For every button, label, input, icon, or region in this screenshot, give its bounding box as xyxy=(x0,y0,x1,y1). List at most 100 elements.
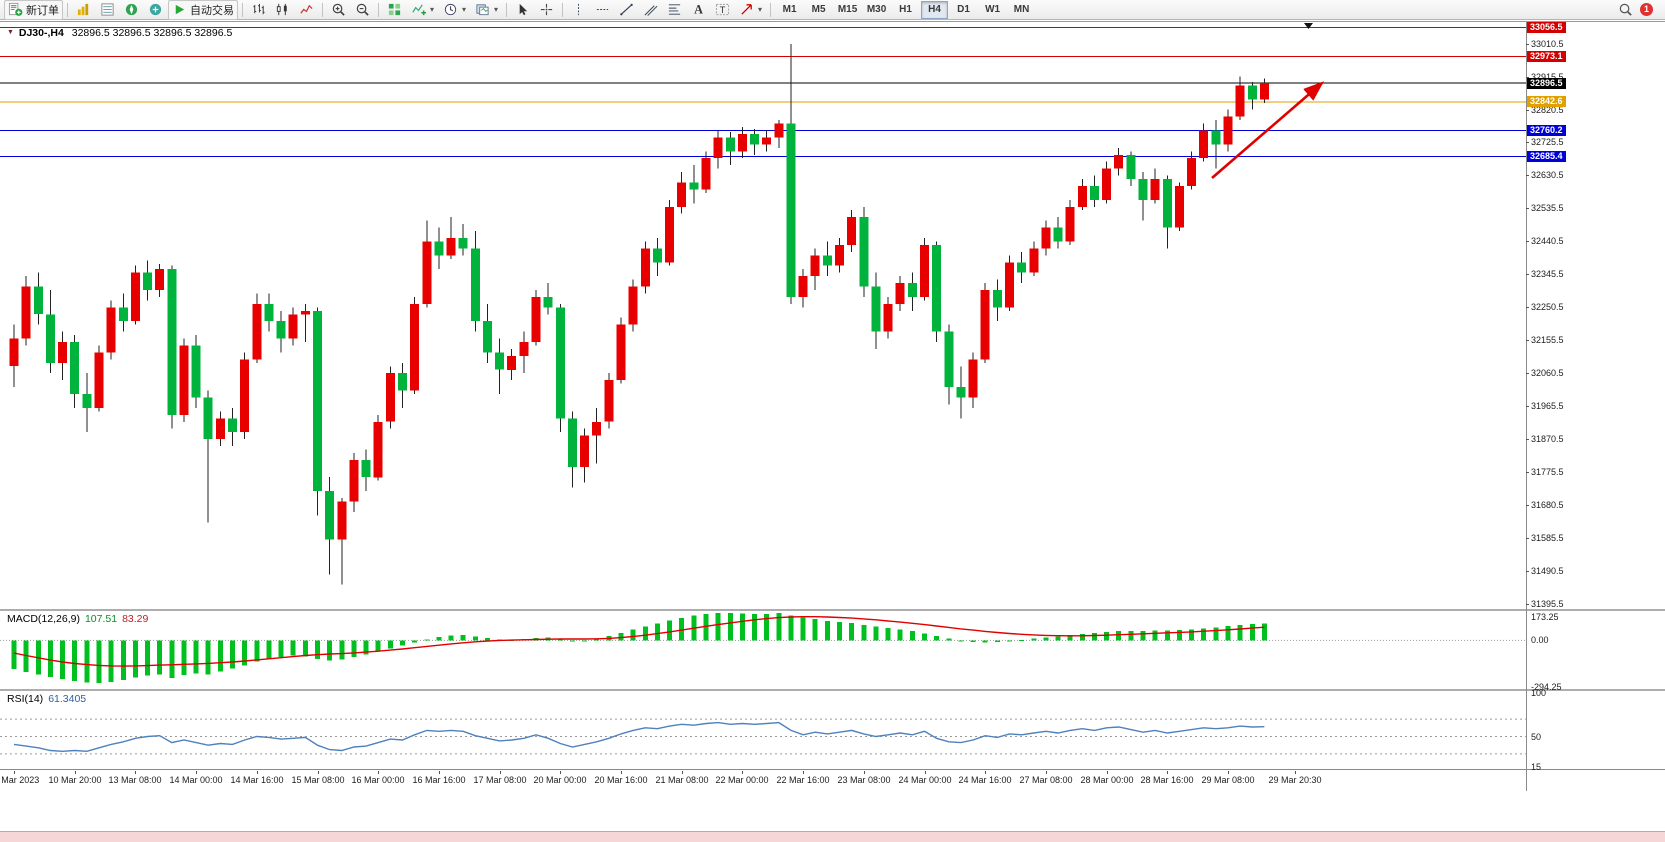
price-tick-label: 32915.5 xyxy=(1531,71,1564,82)
data-window-button[interactable] xyxy=(96,0,119,20)
arrows-button[interactable]: ▾ xyxy=(735,0,766,20)
rsi-scale-label: 100 xyxy=(1531,688,1547,698)
time-axis-tick xyxy=(378,771,379,774)
time-axis-tick xyxy=(1107,771,1108,774)
time-axis-label: 17 Mar 08:00 xyxy=(473,775,527,785)
main-chart-canvas[interactable] xyxy=(0,23,1526,609)
price-axis-tick xyxy=(1526,77,1529,78)
time-axis-tick xyxy=(14,771,15,774)
data-window-icon xyxy=(101,3,114,16)
price-axis-tick xyxy=(1526,307,1529,308)
timeframe-m30-button[interactable]: M30 xyxy=(866,3,887,15)
current-price-badge: 32896.5 xyxy=(1527,77,1566,89)
timeframe-d1-button[interactable]: D1 xyxy=(957,3,970,15)
time-axis-label: 20 Mar 00:00 xyxy=(533,775,587,785)
navigator-icon xyxy=(125,3,138,16)
cursor-button[interactable] xyxy=(511,0,534,20)
channel-icon xyxy=(644,5,658,16)
chart-symbol-label: DJ30-,H4 xyxy=(18,27,64,39)
navigator-button[interactable] xyxy=(120,0,143,20)
market-watch-button[interactable] xyxy=(72,0,95,20)
tile-windows-button[interactable] xyxy=(383,0,406,20)
rsi-pane-canvas[interactable] xyxy=(0,691,1526,769)
timeframe-w1-button[interactable]: W1 xyxy=(985,3,1001,15)
time-axis-label: 29 Mar 08:00 xyxy=(1201,775,1255,785)
time-axis-tick xyxy=(500,771,501,774)
autotrading-button[interactable]: 自动交易 xyxy=(168,0,238,20)
time-axis-tick xyxy=(75,771,76,774)
level-lines[interactable] xyxy=(0,27,1526,157)
time-axis-tick xyxy=(1228,771,1229,774)
crosshair-button[interactable] xyxy=(535,0,558,20)
price-level-badge: 32685.4 xyxy=(1527,150,1566,162)
price-tick-label: 32820.5 xyxy=(1531,104,1564,115)
equidistant-channel-button[interactable] xyxy=(639,0,662,20)
timeframe-m1-button[interactable]: M1 xyxy=(782,3,797,15)
new-order-button[interactable]: 新订单 xyxy=(4,0,63,20)
price-axis-tick xyxy=(1526,406,1529,407)
rsi-line xyxy=(13,721,1265,753)
price-tick-label: 32725.5 xyxy=(1531,137,1564,148)
indicators-button[interactable]: ▾ xyxy=(407,0,438,20)
macd-signal-value: 83.29 xyxy=(122,613,149,625)
rsi-indicator-label: RSI(14) xyxy=(7,693,44,705)
time-axis-label: 22 Mar 16:00 xyxy=(776,775,830,785)
price-axis-tick xyxy=(1526,241,1529,242)
line-chart-button[interactable] xyxy=(295,0,318,20)
search-icon xyxy=(1619,3,1632,16)
price-tick-label: 33010.5 xyxy=(1531,38,1564,49)
trend-arrow-annotation[interactable] xyxy=(1211,81,1324,179)
time-axis-label: 15 Mar 08:00 xyxy=(291,775,345,785)
macd-main-value: 107.51 xyxy=(84,613,118,625)
search-icon[interactable] xyxy=(1618,2,1633,17)
time-axis-tick xyxy=(196,771,197,774)
trendline-button[interactable] xyxy=(615,0,638,20)
time-axis-tick xyxy=(1167,771,1168,774)
timeframe-mn-button[interactable]: MN xyxy=(1013,3,1030,15)
price-tick-label: 32535.5 xyxy=(1531,203,1564,214)
timeframe-h1-button[interactable]: H1 xyxy=(899,3,912,15)
price-axis-tick xyxy=(1526,340,1529,341)
trendline-icon xyxy=(620,3,633,16)
rsi-scale-label: 50 xyxy=(1531,731,1542,742)
chart-ohlc-readout: 32896.5 32896.5 32896.5 32896.5 xyxy=(71,27,233,39)
rsi-value: 61.3405 xyxy=(48,693,87,705)
price-axis-tick xyxy=(1526,472,1529,473)
horizontal-line-button[interactable] xyxy=(591,0,614,20)
timeframe-m5-button[interactable]: M5 xyxy=(811,3,826,15)
bar-chart-button[interactable] xyxy=(247,0,270,20)
macd-pane-canvas[interactable] xyxy=(0,611,1526,689)
price-axis-tick xyxy=(1526,208,1529,209)
svg-text:T: T xyxy=(720,5,726,15)
price-axis-tick xyxy=(1526,110,1529,111)
fibonacci-button[interactable] xyxy=(663,0,686,20)
vertical-line-button[interactable] xyxy=(567,0,590,20)
notification-badge[interactable]: 1 xyxy=(1640,3,1653,16)
price-axis[interactable]: 33010.5 32915.5 32820.5 32725.5 32630.5 32535… xyxy=(1526,22,1665,772)
price-tick-label: 31965.5 xyxy=(1531,400,1564,411)
time-axis-label: 16 Mar 00:00 xyxy=(351,775,405,785)
new-order-button-label: 新订单 xyxy=(26,4,59,17)
templates-button[interactable]: ▾ xyxy=(471,0,502,20)
periods-button[interactable]: ▾ xyxy=(439,0,470,20)
candlestick-chart-button[interactable] xyxy=(271,0,294,20)
time-axis[interactable]: 10 Mar 2023 10 Mar 20:00 13 Mar 08:00 14 Ma… xyxy=(0,771,1526,791)
timeframe-h4-button[interactable]: H4 xyxy=(921,0,949,19)
time-axis-label: 20 Mar 16:00 xyxy=(594,775,648,785)
text-label-button[interactable]: T xyxy=(711,0,734,20)
macd-scale-label: 173.25 xyxy=(1531,612,1559,622)
time-axis-tick xyxy=(803,771,804,774)
timeframe-m15-button[interactable]: M15 xyxy=(837,3,858,15)
time-axis-tick xyxy=(742,771,743,774)
time-axis-label: 28 Mar 16:00 xyxy=(1140,775,1194,785)
zoom-out-button[interactable] xyxy=(351,0,374,20)
terminal-button[interactable] xyxy=(144,0,167,20)
price-tick-label: 31490.5 xyxy=(1531,565,1564,576)
pane-separator[interactable] xyxy=(0,609,1665,611)
price-axis-tick xyxy=(1526,274,1529,275)
market-watch-icon xyxy=(77,3,89,16)
text-button[interactable]: A xyxy=(687,0,710,20)
pane-separator[interactable] xyxy=(0,689,1665,691)
candles xyxy=(9,43,1269,585)
zoom-in-button[interactable] xyxy=(327,0,350,20)
